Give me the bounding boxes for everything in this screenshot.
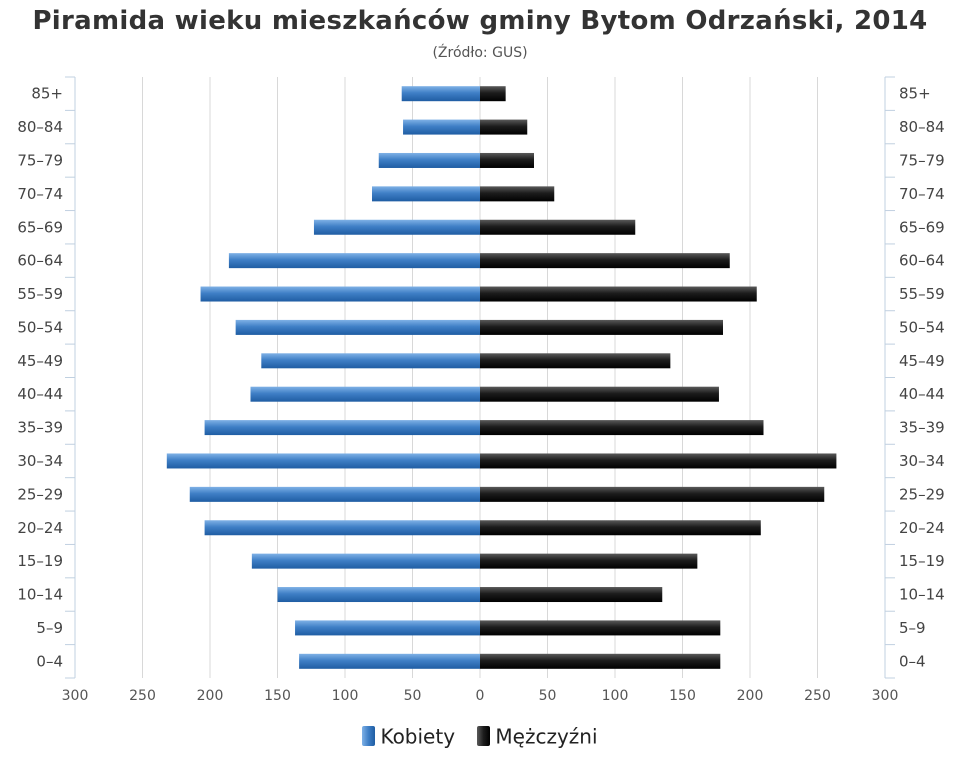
bar-female[interactable] (299, 653, 480, 669)
bar-female[interactable] (235, 319, 480, 335)
y-label-right: 60–64 (899, 252, 945, 270)
x-tick-label: 50 (404, 688, 422, 704)
legend-item-female[interactable]: Kobiety (362, 723, 456, 749)
bar-female[interactable] (313, 219, 480, 235)
y-label-right: 25–29 (899, 485, 945, 503)
bar-male[interactable] (480, 653, 721, 669)
y-label-right: 75–79 (899, 151, 945, 169)
bars (166, 86, 837, 669)
y-label-left: 60–64 (17, 252, 63, 270)
bar-male[interactable] (480, 219, 636, 235)
y-label-right: 10–14 (899, 586, 945, 604)
y-label-left: 20–24 (17, 519, 63, 537)
bar-male[interactable] (480, 353, 671, 369)
y-label-left: 55–59 (17, 285, 63, 303)
x-tick-label: 50 (539, 688, 557, 704)
y-label-right: 0–4 (899, 652, 926, 670)
y-label-left: 65–69 (17, 218, 63, 236)
bar-male[interactable] (480, 152, 534, 168)
x-tick-label: 100 (332, 688, 359, 704)
bar-female[interactable] (228, 253, 480, 269)
x-tick-label: 200 (737, 688, 764, 704)
bar-male[interactable] (480, 186, 555, 202)
y-label-right: 70–74 (899, 185, 945, 203)
y-label-right: 20–24 (899, 519, 945, 537)
bar-female[interactable] (250, 386, 481, 402)
bar-male[interactable] (480, 386, 719, 402)
bar-female[interactable] (261, 353, 480, 369)
y-label-left: 35–39 (17, 419, 63, 437)
y-label-left: 70–74 (17, 185, 63, 203)
bar-female[interactable] (204, 520, 480, 536)
bar-male[interactable] (480, 520, 761, 536)
chart-subtitle: (Źródło: GUS) (432, 45, 528, 61)
bar-male[interactable] (480, 286, 757, 302)
y-label-left: 75–79 (17, 151, 63, 169)
bar-male[interactable] (480, 620, 721, 636)
y-label-left: 80–84 (17, 118, 63, 136)
y-label-left: 40–44 (17, 385, 63, 403)
y-label-right: 30–34 (899, 452, 945, 470)
y-label-right: 45–49 (899, 352, 945, 370)
y-label-right: 50–54 (899, 318, 945, 336)
bar-female[interactable] (277, 587, 481, 603)
y-label-right: 40–44 (899, 385, 945, 403)
bar-female[interactable] (295, 620, 480, 636)
y-label-left: 15–19 (17, 552, 63, 570)
bar-male[interactable] (480, 553, 698, 569)
y-label-right: 35–39 (899, 419, 945, 437)
y-label-left: 25–29 (17, 485, 63, 503)
bar-female[interactable] (200, 286, 481, 302)
bar-male[interactable] (480, 420, 764, 436)
chart-title: Piramida wieku mieszkańców gminy Bytom O… (32, 6, 928, 36)
y-label-right: 5–9 (899, 619, 926, 637)
bar-male[interactable] (480, 86, 506, 102)
y-label-right: 85+ (899, 85, 931, 103)
legend: Kobiety Mężczyźni (0, 722, 960, 748)
bar-female[interactable] (401, 86, 480, 102)
y-label-right: 65–69 (899, 218, 945, 236)
bar-male[interactable] (480, 587, 663, 603)
bar-female[interactable] (166, 453, 481, 469)
x-tick-label: 150 (669, 688, 696, 704)
y-label-left: 0–4 (36, 652, 63, 670)
y-label-right: 80–84 (899, 118, 945, 136)
bar-female[interactable] (378, 152, 480, 168)
bar-female[interactable] (189, 486, 480, 502)
bar-male[interactable] (480, 453, 837, 469)
legend-swatch-female (362, 726, 376, 747)
x-tick-label: 250 (129, 688, 156, 704)
y-label-right: 15–19 (899, 552, 945, 570)
x-tick-label: 250 (804, 688, 831, 704)
x-tick-label: 200 (197, 688, 224, 704)
y-label-left: 5–9 (36, 619, 63, 637)
y-label-left: 45–49 (17, 352, 63, 370)
bar-male[interactable] (480, 253, 730, 269)
y-label-left: 50–54 (17, 318, 63, 336)
bar-female[interactable] (204, 420, 480, 436)
bar-female[interactable] (251, 553, 480, 569)
y-label-left: 85+ (31, 85, 63, 103)
legend-label-male: Mężczyźni (495, 724, 598, 749)
legend-label-female: Kobiety (380, 724, 456, 749)
legend-item-male[interactable]: Mężczyźni (477, 723, 598, 749)
bar-female[interactable] (403, 119, 480, 135)
y-label-left: 30–34 (17, 452, 63, 470)
axes: 85+ 85+ 80–84 80–84 75–79 75–79 70–74 70–74 65–6… (17, 76, 945, 704)
x-tick-label: 100 (602, 688, 629, 704)
x-tick-label: 0 (476, 688, 485, 704)
y-label-left: 10–14 (17, 586, 63, 604)
x-tick-label: 300 (62, 688, 89, 704)
bar-female[interactable] (372, 186, 480, 202)
x-tick-label: 300 (872, 688, 899, 704)
legend-swatch-male (477, 726, 491, 747)
bar-male[interactable] (480, 486, 825, 502)
y-label-right: 55–59 (899, 285, 945, 303)
bar-male[interactable] (480, 319, 723, 335)
bar-male[interactable] (480, 119, 528, 135)
x-tick-label: 150 (264, 688, 291, 704)
